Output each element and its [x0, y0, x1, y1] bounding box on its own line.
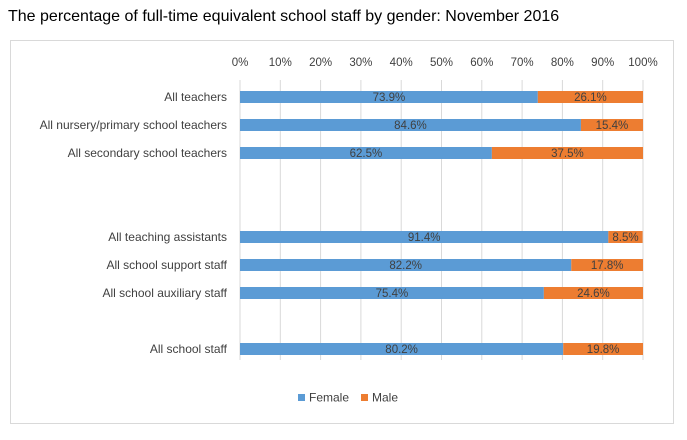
x-tick-label: 30%: [349, 57, 372, 69]
data-label-female: 73.9%: [373, 92, 406, 104]
x-tick-label: 70%: [511, 57, 534, 69]
bar-female: [240, 147, 492, 159]
category-label: All nursery/primary school teachers: [40, 118, 227, 132]
category-label: All school auxiliary staff: [103, 286, 228, 300]
data-label-male: 37.5%: [551, 148, 584, 160]
data-label-female: 84.6%: [394, 120, 427, 132]
data-label-female: 91.4%: [408, 232, 441, 244]
bar-female: [240, 231, 609, 243]
bar-female: [240, 91, 538, 103]
legend-label-male: Male: [372, 391, 398, 405]
chart-title: The percentage of full-time equivalent s…: [8, 8, 560, 25]
x-tick-label: 0%: [232, 57, 249, 69]
data-label-male: 19.8%: [587, 344, 620, 356]
legend: Female Male: [298, 391, 398, 405]
x-tick-label: 80%: [551, 57, 574, 69]
category-label: All teachers: [164, 90, 227, 104]
bar-male: [491, 147, 643, 159]
category-labels: All teachers All nursery/primary school t…: [40, 90, 228, 356]
category-label: All school support staff: [106, 258, 227, 272]
bar-segments: [240, 91, 643, 355]
data-label-female: 62.5%: [350, 148, 383, 160]
bar-male: [571, 259, 643, 271]
legend-label-female: Female: [309, 391, 349, 405]
bar-female: [240, 119, 581, 131]
data-label-male: 26.1%: [574, 92, 607, 104]
category-label: All school staff: [150, 342, 228, 356]
x-axis-ticks: 0% 10% 20% 30% 40% 50% 60% 70% 80% 90% 100%: [232, 57, 658, 69]
bar-female: [240, 287, 544, 299]
legend-swatch-female: [298, 394, 305, 401]
data-label-male: 8.5%: [612, 232, 638, 244]
data-label-female: 82.2%: [389, 260, 422, 272]
bar-male: [580, 119, 643, 131]
x-tick-label: 90%: [591, 57, 614, 69]
x-tick-label: 10%: [269, 57, 292, 69]
bar-male: [537, 91, 643, 103]
data-label-female: 80.2%: [385, 344, 418, 356]
legend-swatch-male: [361, 394, 368, 401]
bar-female: [240, 259, 572, 271]
bar-male: [608, 231, 643, 243]
category-label: All teaching assistants: [108, 230, 227, 244]
bar-male: [543, 287, 643, 299]
data-label-male: 17.8%: [591, 260, 624, 272]
category-label: All secondary school teachers: [68, 146, 227, 160]
x-tick-label: 20%: [309, 57, 332, 69]
data-labels: 73.9% 26.1% 84.6% 15.4% 62.5% 37.5% 91.4% 8.5% 8…: [350, 92, 639, 356]
bar-female: [240, 343, 564, 355]
x-tick-label: 50%: [430, 57, 453, 69]
data-label-male: 15.4%: [596, 120, 629, 132]
chart-frame: [10, 40, 674, 424]
x-tick-label: 60%: [470, 57, 493, 69]
data-label-male: 24.6%: [577, 288, 610, 300]
x-tick-label: 100%: [628, 57, 657, 69]
bar-male: [563, 343, 643, 355]
data-label-female: 75.4%: [376, 288, 409, 300]
x-tick-label: 40%: [390, 57, 413, 69]
